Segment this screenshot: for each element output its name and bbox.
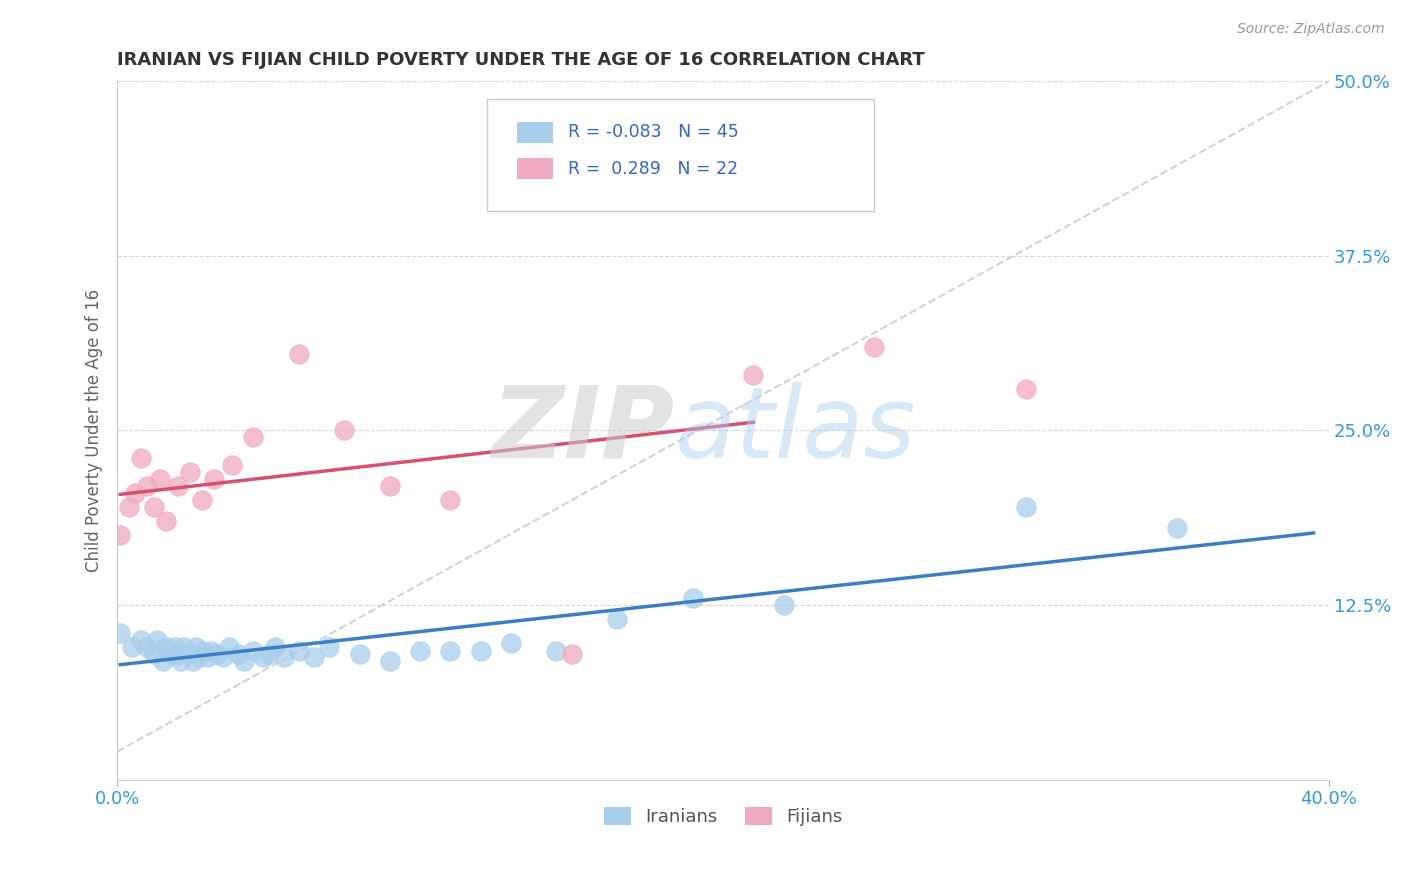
Text: R =  0.289   N = 22: R = 0.289 N = 22 <box>568 160 738 178</box>
Point <box>233 654 256 668</box>
Point <box>439 644 461 658</box>
Point <box>191 493 214 508</box>
Point <box>155 514 177 528</box>
Point <box>318 640 340 654</box>
Point <box>118 500 141 515</box>
Point <box>191 644 214 658</box>
Point <box>152 654 174 668</box>
Point <box>170 654 193 668</box>
Bar <box>517 122 554 143</box>
Point <box>1015 500 1038 515</box>
Point <box>288 346 311 360</box>
Point <box>378 654 401 668</box>
Point <box>212 649 235 664</box>
Point <box>155 640 177 654</box>
Point <box>202 472 225 486</box>
Text: atlas: atlas <box>675 382 917 479</box>
Point <box>242 430 264 444</box>
Point <box>197 649 219 664</box>
Text: R = -0.083   N = 45: R = -0.083 N = 45 <box>568 123 738 141</box>
Point <box>221 458 243 473</box>
Point <box>263 640 285 654</box>
Point <box>1015 382 1038 396</box>
Point <box>682 591 704 605</box>
Point <box>252 649 274 664</box>
Point <box>181 654 204 668</box>
Point <box>378 479 401 493</box>
Point <box>166 479 188 493</box>
Point <box>163 640 186 654</box>
Point <box>179 466 201 480</box>
Text: Source: ZipAtlas.com: Source: ZipAtlas.com <box>1237 22 1385 37</box>
Point <box>349 647 371 661</box>
Point <box>160 647 183 661</box>
FancyBboxPatch shape <box>486 99 875 211</box>
Text: IRANIAN VS FIJIAN CHILD POVERTY UNDER THE AGE OF 16 CORRELATION CHART: IRANIAN VS FIJIAN CHILD POVERTY UNDER TH… <box>117 51 925 69</box>
Point <box>136 479 159 493</box>
Point <box>200 644 222 658</box>
Bar <box>517 158 554 179</box>
Point <box>110 626 132 640</box>
Point <box>606 612 628 626</box>
Point <box>166 647 188 661</box>
Legend: Iranians, Fijians: Iranians, Fijians <box>596 799 849 833</box>
Point <box>333 424 356 438</box>
Point <box>257 647 280 661</box>
Point <box>242 644 264 658</box>
Point <box>184 640 207 654</box>
Point <box>142 500 165 515</box>
Point <box>228 647 250 661</box>
Point <box>302 649 325 664</box>
Point <box>205 647 228 661</box>
Point <box>288 644 311 658</box>
Point <box>110 528 132 542</box>
Point <box>273 649 295 664</box>
Text: ZIP: ZIP <box>492 382 675 479</box>
Point <box>1166 521 1188 535</box>
Point <box>218 640 240 654</box>
Point <box>742 368 765 382</box>
Point <box>863 340 886 354</box>
Point <box>145 632 167 647</box>
Point <box>499 636 522 650</box>
Point <box>149 472 172 486</box>
Point <box>136 640 159 654</box>
Point <box>121 640 143 654</box>
Point <box>439 493 461 508</box>
Y-axis label: Child Poverty Under the Age of 16: Child Poverty Under the Age of 16 <box>86 289 103 572</box>
Point <box>188 649 211 664</box>
Point <box>772 598 794 612</box>
Point <box>131 451 153 466</box>
Point <box>173 640 195 654</box>
Point <box>124 486 146 500</box>
Point <box>546 644 568 658</box>
Point <box>409 644 432 658</box>
Point <box>179 647 201 661</box>
Point <box>131 632 153 647</box>
Point <box>560 647 582 661</box>
Point <box>142 647 165 661</box>
Point <box>470 644 492 658</box>
